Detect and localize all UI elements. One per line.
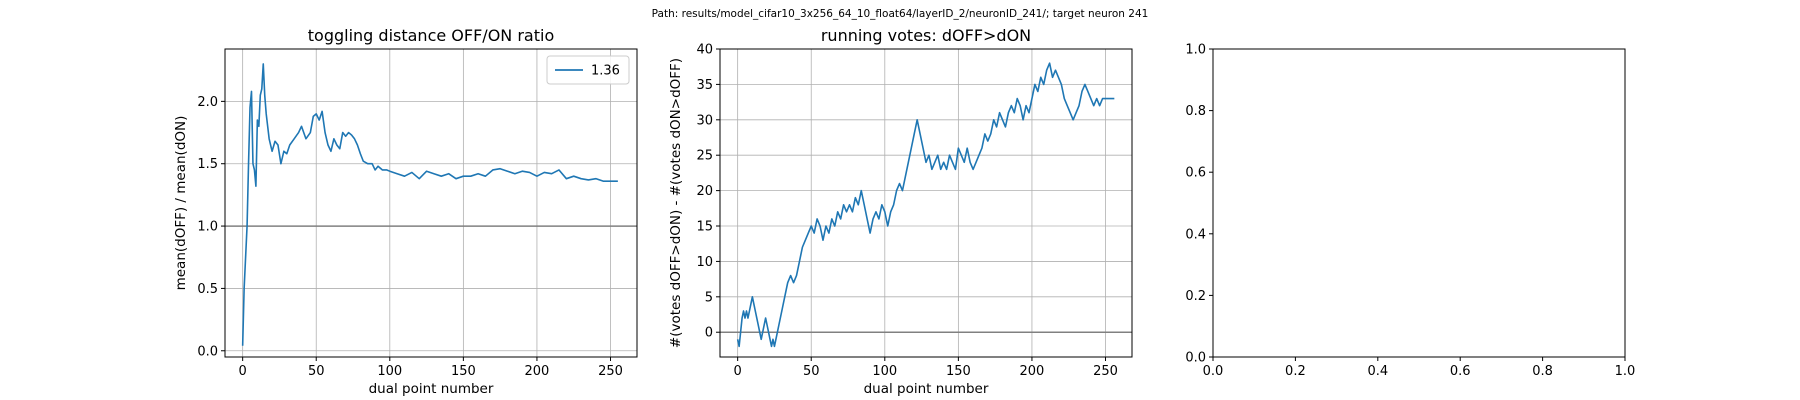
axes-frame	[719, 48, 1133, 358]
y-tick-label: 0.8	[1185, 104, 1206, 119]
x-tick-label: 200	[1020, 364, 1045, 379]
x-tick-label: 250	[1093, 364, 1118, 379]
x-tick-label: 0	[239, 364, 247, 379]
y-tick-label: 1.0	[1185, 43, 1206, 58]
chart-3: 0.0 0.2 0.4 0.6 0.8 1.0 0.0 0.2 0.4 0.6 0.8 1.0	[1185, 43, 1635, 380]
y-tick-label: 0.0	[1185, 351, 1206, 366]
x-tick-label: 0	[734, 364, 742, 379]
axes-frame	[224, 48, 638, 358]
y-tick-label: 5	[705, 290, 713, 305]
x-tick-label: 150	[451, 364, 476, 379]
y-tick-label: 0	[705, 326, 713, 341]
y-tick-label: 2.0	[197, 95, 218, 110]
y-tick-label: 0.4	[1185, 227, 1206, 242]
x-tick-label: 0.8	[1532, 364, 1553, 379]
x-tick-label: 100	[872, 364, 897, 379]
series-line-1	[736, 62, 1115, 348]
x-tick-label: 0.2	[1285, 364, 1306, 379]
y-tick-label: 0.5	[197, 282, 218, 297]
y-tick-label: 1.0	[197, 220, 218, 235]
x-tick-label: 0.6	[1450, 364, 1471, 379]
y-tick-label: 15	[696, 220, 713, 235]
x-tick-label: 50	[308, 364, 325, 379]
y-axis-label: #(votes dOFF>dON) - #(votes dON>dOFF)	[668, 58, 684, 348]
x-tick-label: 0.4	[1367, 364, 1388, 379]
y-tick-label: 0.0	[197, 344, 218, 359]
chart-1: 0 50 100 150 200 250 0.0 0.5 1.0 1.5 2.0 toggling d…	[173, 26, 638, 397]
x-axis-label: dual point number	[864, 381, 989, 397]
chart-2: 0 50 100 150 200 250 0 5 10 15 20 25 30 35 40 running v…	[668, 26, 1133, 397]
figure-suptitle: Path: results/model_cifar10_3x256_64_10_…	[652, 8, 1149, 20]
x-tick-label: 50	[803, 364, 820, 379]
chart-title: toggling distance OFF/ON ratio	[308, 26, 554, 45]
y-tick-label: 0.2	[1185, 289, 1206, 304]
legend: 1.36	[546, 55, 630, 85]
y-tick-label: 20	[696, 184, 713, 199]
y-axis-label: mean(dOFF) / mean(dON)	[173, 116, 189, 291]
x-tick-label: 100	[377, 364, 402, 379]
x-tick-label: 250	[598, 364, 623, 379]
y-tick-label: 40	[696, 43, 713, 58]
legend-entry: 1.36	[591, 64, 620, 79]
y-tick-label: 10	[696, 255, 713, 270]
axes-frame	[1212, 48, 1626, 358]
legend-box	[546, 55, 630, 85]
y-tick-label: 35	[696, 78, 713, 93]
x-tick-label: 200	[525, 364, 550, 379]
y-tick-label: 30	[696, 113, 713, 128]
x-tick-label: 0.0	[1203, 364, 1224, 379]
chart-title: running votes: dOFF>dON	[821, 26, 1031, 45]
series-line-1	[241, 63, 618, 346]
y-tick-label: 1.5	[197, 157, 218, 172]
y-tick-label: 25	[696, 149, 713, 164]
x-axis-label: dual point number	[369, 381, 494, 397]
x-tick-label: 1.0	[1615, 364, 1636, 379]
y-tick-label: 0.6	[1185, 166, 1206, 181]
x-tick-label: 150	[946, 364, 971, 379]
